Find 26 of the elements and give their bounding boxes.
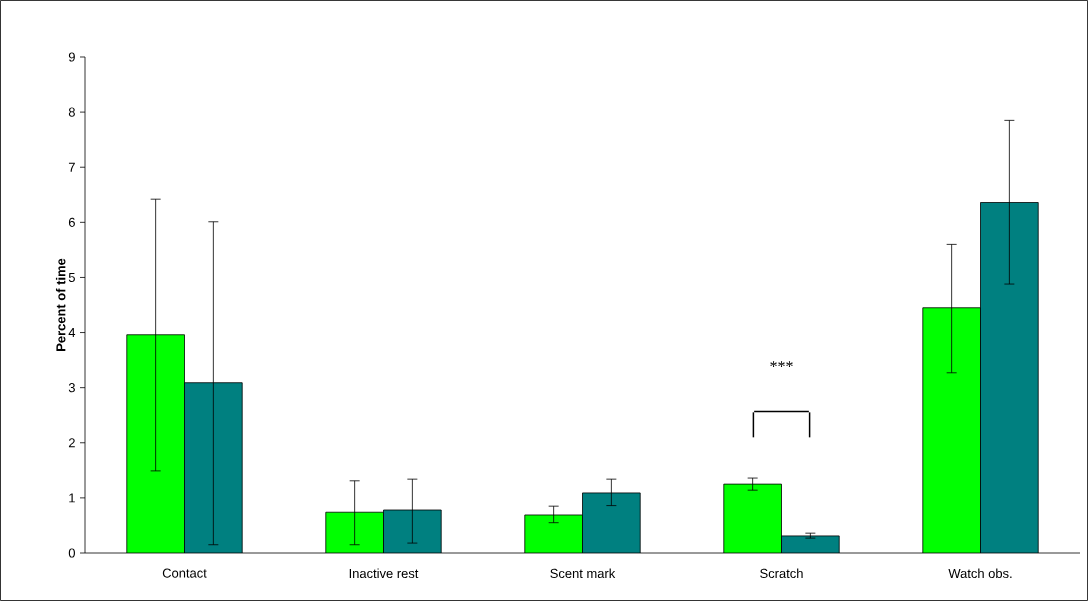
y-tick-label: 9	[68, 52, 75, 62]
y-axis-title: Percent of time	[55, 258, 66, 351]
bar	[980, 202, 1039, 553]
bar	[524, 514, 583, 553]
y-tick-label: 5	[68, 272, 75, 282]
x-tick-label: Watch obs.	[948, 568, 1012, 579]
bar	[723, 484, 782, 553]
y-tick-label: 3	[68, 383, 75, 393]
x-tick-label: Scratch	[760, 568, 803, 579]
x-tick-label: Scent mark	[550, 568, 616, 579]
bar	[582, 492, 641, 553]
y-tick-label: 7	[68, 162, 75, 172]
bar	[184, 382, 243, 553]
bar	[383, 510, 442, 553]
x-tick-label: Inactive rest	[349, 568, 419, 579]
x-tick-label: Contact	[162, 568, 207, 578]
y-tick-label: 4	[68, 328, 76, 338]
y-tick-label: 1	[69, 493, 75, 503]
annotation: ***	[770, 361, 793, 368]
y-tick-label: 0	[68, 548, 75, 558]
bar	[126, 334, 185, 553]
bar	[922, 307, 981, 553]
y-tick-label: 2	[68, 438, 75, 448]
bar	[325, 512, 384, 553]
y-tick-label: 8	[68, 107, 75, 117]
y-tick-label: 6	[68, 217, 75, 227]
